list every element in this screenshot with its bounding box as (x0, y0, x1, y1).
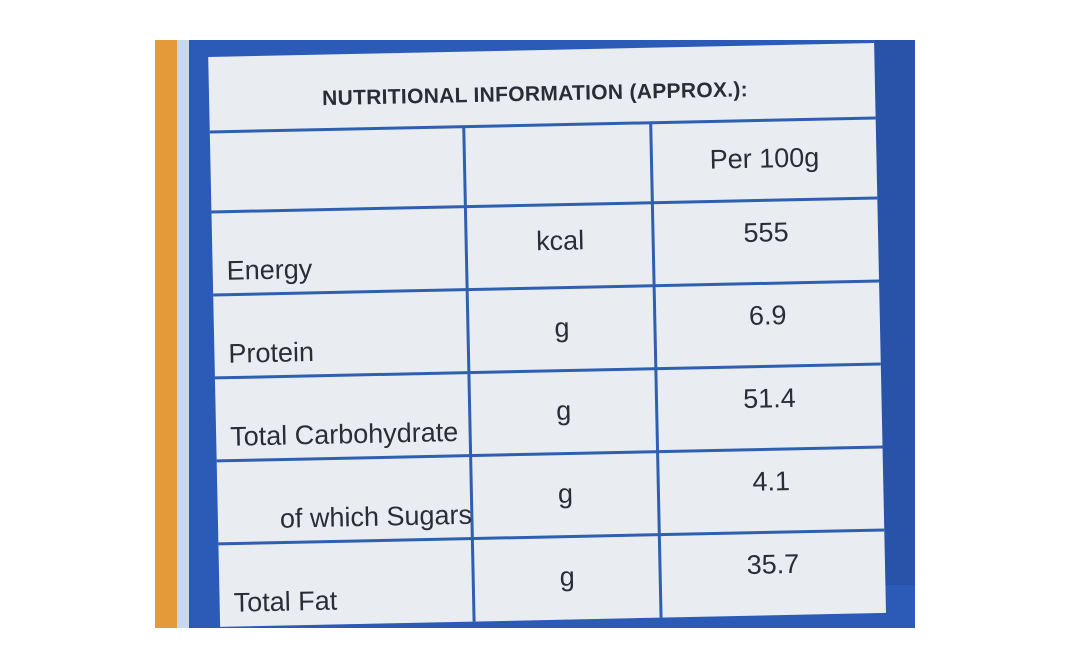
unit: g (559, 562, 575, 592)
table-rule (214, 362, 881, 380)
unit: kcal (536, 225, 585, 256)
table-rule (218, 528, 885, 546)
value: 51.4 (743, 383, 796, 414)
table-rule (211, 196, 878, 214)
orange-edge (155, 40, 177, 628)
nutrient-name: Total Fat (233, 586, 338, 618)
unit: g (554, 313, 570, 343)
value: 4.1 (752, 466, 790, 497)
value: 555 (743, 217, 789, 248)
value: 6.9 (749, 300, 787, 331)
nutrition-table: NUTRITIONAL INFORMATION (APPROX.): Per 1… (208, 43, 886, 627)
value: 35.7 (746, 549, 799, 580)
nutrient-name: Energy (226, 254, 313, 286)
table-panel (208, 43, 886, 627)
table-rule (213, 279, 880, 297)
nutrient-name: of which Sugars (280, 500, 473, 534)
unit: g (558, 479, 574, 509)
unit: g (556, 396, 572, 426)
table-rule (209, 116, 876, 134)
column-header: Per 100g (709, 142, 819, 174)
nutrient-name: Protein (228, 337, 314, 369)
light-edge (177, 40, 189, 628)
table-rule (216, 445, 883, 463)
nutrient-name: Total Carbohydrate (230, 417, 459, 452)
